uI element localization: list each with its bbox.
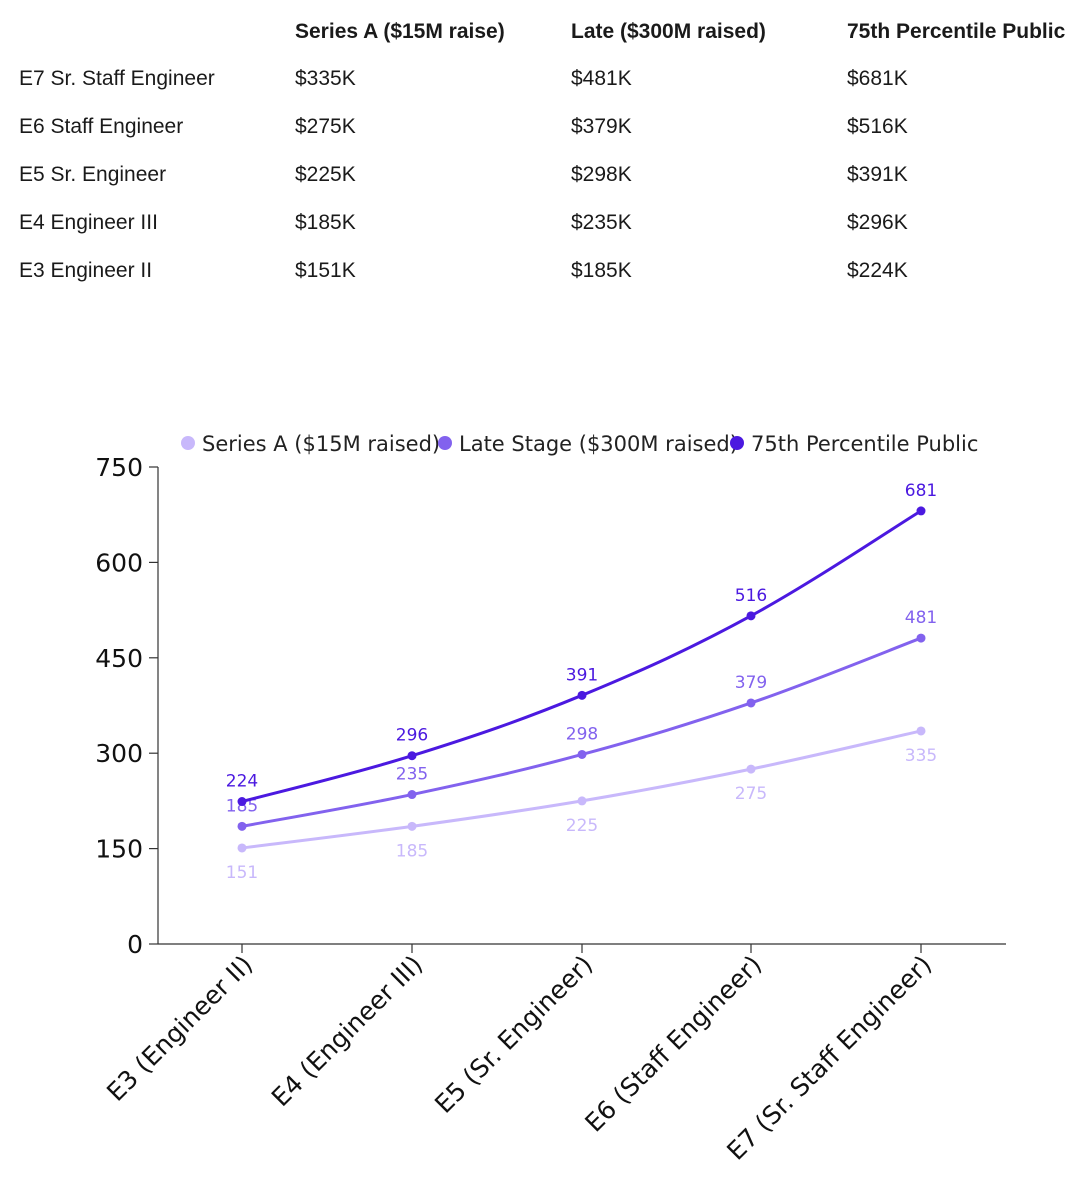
table-cell: $516K bbox=[847, 115, 908, 138]
data-point bbox=[746, 698, 756, 708]
series-3: 224 296 391 516 681 bbox=[226, 481, 937, 807]
y-tick-label: 450 bbox=[95, 644, 143, 673]
table-cell-level: E7 Sr. Staff Engineer bbox=[19, 67, 215, 90]
y-tick-label: 150 bbox=[95, 835, 143, 864]
legend-item: Series A ($15M raised) bbox=[181, 432, 440, 456]
data-label: 681 bbox=[905, 481, 937, 501]
table-cell: $224K bbox=[847, 259, 908, 282]
data-point bbox=[407, 821, 417, 831]
table-cell: $235K bbox=[571, 211, 632, 234]
legend-swatch bbox=[181, 436, 195, 450]
x-axis: E3 (Engineer II) E4 (Engineer III) E5 (Sr.… bbox=[101, 943, 1006, 1166]
table-row: E7 Sr. Staff Engineer $335K $481K $681K bbox=[0, 55, 1091, 103]
data-label: 185 bbox=[226, 796, 258, 816]
table-cell: $185K bbox=[295, 211, 356, 234]
table-cell-level: E4 Engineer III bbox=[19, 211, 158, 234]
data-point bbox=[916, 506, 926, 516]
table-cell: $296K bbox=[847, 211, 908, 234]
data-label: 296 bbox=[396, 726, 428, 746]
data-label: 516 bbox=[735, 586, 767, 606]
table-cell: $391K bbox=[847, 163, 908, 186]
legend-label: 75th Percentile Public bbox=[751, 432, 978, 456]
data-point bbox=[577, 749, 587, 759]
header-cell-series-a: Series A ($15M raise) bbox=[295, 20, 505, 43]
legend-label: Late Stage ($300M raised) bbox=[459, 432, 738, 456]
table-cell: $681K bbox=[847, 67, 908, 90]
data-point bbox=[407, 790, 417, 800]
y-tick-label: 750 bbox=[95, 453, 143, 482]
header-cell-late: Late ($300M raised) bbox=[571, 20, 766, 43]
data-point bbox=[746, 611, 756, 621]
table-row: E4 Engineer III $185K $235K $296K bbox=[0, 199, 1091, 247]
data-label: 379 bbox=[735, 673, 767, 693]
data-label: 235 bbox=[396, 765, 428, 785]
data-label: 225 bbox=[566, 816, 598, 836]
table-cell: $225K bbox=[295, 163, 356, 186]
legend-item: 75th Percentile Public bbox=[730, 432, 978, 456]
table-cell: $275K bbox=[295, 115, 356, 138]
data-point bbox=[577, 690, 587, 700]
plot-area: 151 185 225 275 335 185 235 298 379 481 224 296 391 5… bbox=[226, 481, 937, 883]
legend-label: Series A ($15M raised) bbox=[202, 432, 440, 456]
data-point bbox=[237, 797, 247, 807]
table-cell: $481K bbox=[571, 67, 632, 90]
x-tick-label: E6 (Staff Engineer) bbox=[579, 950, 767, 1138]
table-header-row: Series A ($15M raise) Late ($300M raised… bbox=[0, 8, 1091, 56]
data-label: 481 bbox=[905, 608, 937, 628]
table-cell: $335K bbox=[295, 67, 356, 90]
table-cell-level: E3 Engineer II bbox=[19, 259, 153, 282]
legend-item: Late Stage ($300M raised) bbox=[438, 432, 738, 456]
table-cell: $379K bbox=[571, 115, 632, 138]
y-tick-label: 600 bbox=[95, 548, 143, 577]
x-tick-label: E4 (Engineer III) bbox=[266, 950, 428, 1112]
y-axis: 0 150 300 450 600 750 bbox=[95, 453, 159, 959]
data-point bbox=[577, 796, 587, 806]
data-label: 298 bbox=[566, 724, 598, 744]
data-point bbox=[746, 764, 756, 774]
table-row: E6 Staff Engineer $275K $379K $516K bbox=[0, 103, 1091, 151]
table-cell-level: E6 Staff Engineer bbox=[19, 115, 184, 138]
salary-line-chart: Series A ($15M raised) Late Stage ($300M … bbox=[95, 432, 1006, 1166]
data-point bbox=[237, 821, 247, 831]
data-point bbox=[237, 843, 247, 853]
data-point bbox=[916, 726, 926, 736]
data-label: 275 bbox=[735, 784, 767, 804]
x-tick-label: E5 (Sr. Engineer) bbox=[429, 950, 598, 1119]
data-label: 151 bbox=[226, 863, 258, 883]
table-cell: $185K bbox=[571, 259, 632, 282]
table-row: E3 Engineer II $151K $185K $224K bbox=[0, 247, 1091, 295]
table-cell: $151K bbox=[295, 259, 356, 282]
data-label: 224 bbox=[226, 772, 258, 792]
table-row: E5 Sr. Engineer $225K $298K $391K bbox=[0, 151, 1091, 199]
series-2: 185 235 298 379 481 bbox=[226, 608, 937, 831]
header-cell-public: 75th Percentile Public bbox=[847, 20, 1066, 43]
legend-swatch bbox=[438, 436, 452, 450]
series-1: 151 185 225 275 335 bbox=[226, 726, 937, 883]
data-point bbox=[916, 633, 926, 643]
y-tick-label: 0 bbox=[127, 930, 143, 959]
y-tick-label: 300 bbox=[95, 739, 143, 768]
table-cell: $298K bbox=[571, 163, 632, 186]
x-tick-label: E3 (Engineer II) bbox=[101, 950, 258, 1107]
legend-swatch bbox=[730, 436, 744, 450]
data-point bbox=[407, 751, 417, 761]
data-label: 185 bbox=[396, 841, 428, 861]
table-cell-level: E5 Sr. Engineer bbox=[19, 163, 167, 186]
data-label: 335 bbox=[905, 746, 937, 766]
chart-legend: Series A ($15M raised) Late Stage ($300M … bbox=[181, 432, 978, 456]
data-label: 391 bbox=[566, 665, 598, 685]
